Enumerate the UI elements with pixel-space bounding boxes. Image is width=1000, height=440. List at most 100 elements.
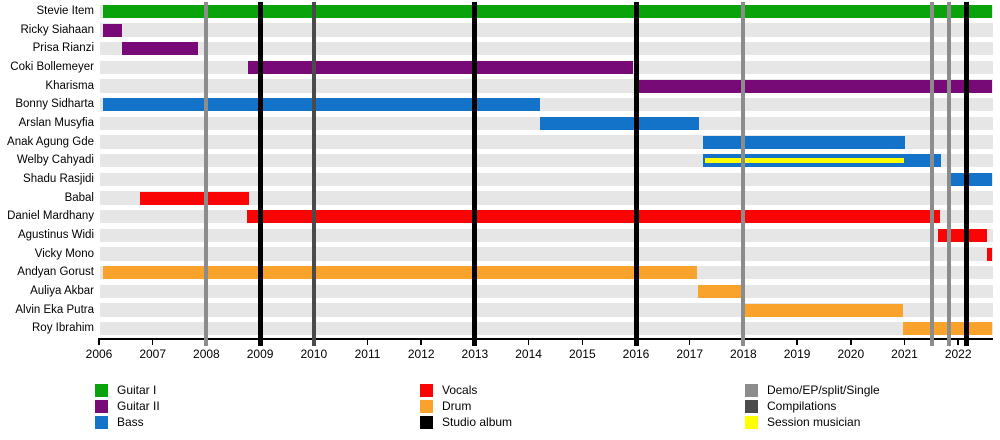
member-label: Welby Cahyadi <box>16 154 94 167</box>
year-label: 2015 <box>568 347 596 361</box>
member-label: Coki Bollemeyer <box>10 61 94 73</box>
timeline-bar <box>247 210 940 224</box>
legend-item: Bass <box>95 414 160 430</box>
member-label: Roy Ibrahim <box>32 322 94 335</box>
legend-item: Guitar I <box>95 382 160 398</box>
year-tick <box>420 338 422 345</box>
legend-item: Session musician <box>745 414 880 430</box>
member-label: Babal <box>64 191 94 204</box>
release-line <box>964 2 970 346</box>
member-label: Bonny Sidharta <box>15 98 94 111</box>
legend-label: Demo/EP/split/Single <box>767 383 880 397</box>
row-band <box>100 172 993 187</box>
row-band <box>100 41 993 56</box>
legend-label: Vocals <box>442 383 478 397</box>
year-label: 2010 <box>300 347 328 361</box>
year-label: 2006 <box>85 347 113 361</box>
member-label: Arslan Musyfia <box>18 117 94 129</box>
legend-column: Demo/EP/split/Single Compilations Session … <box>745 382 880 430</box>
legend-item: Drum <box>420 398 512 414</box>
timeline-bar <box>102 23 123 37</box>
member-label: Anak Agung Gde <box>7 135 94 148</box>
row-band <box>100 191 993 205</box>
member-label: Stevie Item <box>36 5 94 17</box>
session-musician-stripe <box>704 158 904 163</box>
legend-label: Guitar II <box>117 399 160 413</box>
legend-swatch-guitar2 <box>95 399 108 413</box>
release-line <box>741 2 746 346</box>
timeline-bar <box>102 266 697 280</box>
timeline-bar <box>102 4 993 18</box>
timeline-bar <box>139 191 249 205</box>
timeline-bar <box>122 42 198 56</box>
year-tick <box>151 338 154 345</box>
timeline-bar <box>247 60 633 74</box>
year-tick <box>98 338 100 345</box>
legend-item: Vocals <box>420 382 512 398</box>
year-label: 2007 <box>139 347 167 361</box>
legend-column: Guitar I Guitar II Bass <box>95 382 160 430</box>
timeline-bar <box>539 116 699 130</box>
row-band <box>100 321 993 336</box>
legend-item: Demo/EP/split/Single <box>745 382 880 398</box>
release-line <box>633 2 639 346</box>
legend-item: Guitar II <box>95 398 160 414</box>
legend-label: Drum <box>442 399 472 413</box>
year-label: 2017 <box>676 347 704 361</box>
row-band <box>100 284 993 299</box>
year-label: 2008 <box>193 347 220 361</box>
legend-swatch-compilations <box>745 399 758 413</box>
member-label: Shadu Rasjidi <box>23 173 94 185</box>
x-axis-line <box>98 338 993 340</box>
year-tick <box>527 338 530 345</box>
release-line <box>929 2 934 346</box>
legend-item: Studio album <box>420 414 512 430</box>
year-label: 2018 <box>730 347 757 361</box>
legend-label: Bass <box>117 415 144 429</box>
row-band <box>100 228 993 243</box>
release-line <box>257 2 263 346</box>
row-band <box>100 247 993 261</box>
legend-swatch-session <box>745 415 758 429</box>
row-band <box>100 23 993 37</box>
year-tick <box>796 338 798 345</box>
legend-swatch-studio_album <box>420 415 433 429</box>
year-tick <box>581 338 584 345</box>
year-tick <box>850 338 852 345</box>
member-label: Andyan Gorust <box>17 266 94 279</box>
timeline-bar <box>947 172 993 186</box>
member-label: Prisa Rianzi <box>32 42 94 55</box>
year-tick <box>688 338 691 345</box>
member-label: Kharisma <box>45 79 94 92</box>
timeline-bar <box>745 303 903 317</box>
year-label: 2013 <box>461 347 489 361</box>
legend-label: Studio album <box>442 415 513 429</box>
year-tick <box>366 338 369 345</box>
year-label: 2021 <box>891 347 918 361</box>
member-label: Auliya Akbar <box>30 285 94 297</box>
legend-item: Compilations <box>745 398 880 414</box>
timeline-bar <box>102 98 540 112</box>
legend-label: Compilations <box>767 399 837 413</box>
year-label: 2009 <box>246 347 274 361</box>
release-line <box>204 2 209 346</box>
year-label: 2012 <box>407 347 435 361</box>
timeline-bar <box>703 135 906 149</box>
release-line <box>311 2 316 346</box>
member-label: Agustinus Widi <box>17 229 94 241</box>
timeline-bar <box>937 228 987 242</box>
timeline-bar <box>697 284 744 298</box>
legend-label: Guitar I <box>117 383 157 397</box>
member-label: Ricky Siahaan <box>20 23 94 36</box>
year-tick <box>957 338 959 345</box>
year-tick <box>903 338 906 345</box>
year-label: 2014 <box>515 347 542 361</box>
year-label: 2020 <box>837 347 865 361</box>
member-label: Daniel Mardhany <box>7 210 94 223</box>
timeline-bar <box>986 247 993 261</box>
year-label: 2022 <box>944 347 972 361</box>
legend-swatch-vocals <box>420 383 433 397</box>
year-label: 2019 <box>783 347 811 361</box>
year-label: 2011 <box>354 347 381 361</box>
